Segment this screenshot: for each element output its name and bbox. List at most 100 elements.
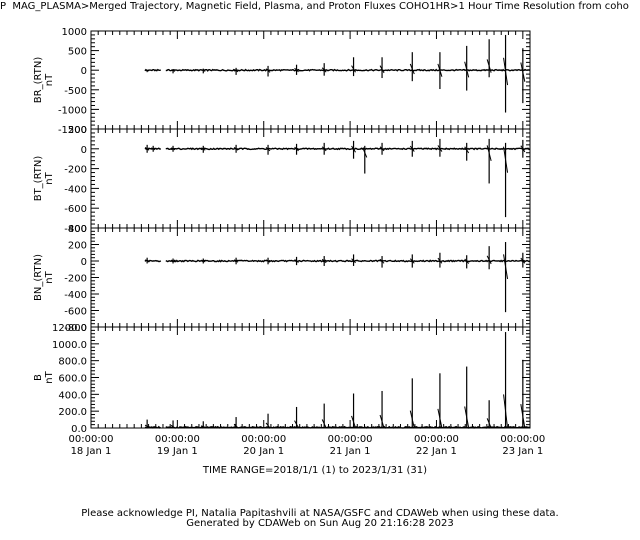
series-spike-detail: [265, 422, 271, 429]
y-axis-unit: nT: [44, 73, 55, 86]
y-tick-label: -200: [64, 165, 87, 176]
series-spike-detail: [520, 145, 526, 153]
header-title: MAG_PLASMA>Merged Trajectory, Magnetic F…: [12, 1, 629, 12]
series-spike-detail: [437, 63, 443, 77]
y-tick-label: -400: [64, 184, 87, 195]
series-spike-detail: [170, 424, 176, 429]
x-tick-date-label: 23 Jan 1: [502, 446, 543, 457]
series-spike-detail: [464, 146, 470, 154]
series-spike-detail: [503, 57, 509, 86]
series-spike-detail: [409, 410, 415, 429]
y-tick-label: 200: [68, 241, 87, 252]
y-tick-label: -200: [64, 274, 87, 285]
generated-text: Generated by CDAWeb on Sun Aug 20 21:16:…: [186, 518, 454, 529]
y-tick-label: -800: [64, 224, 87, 235]
series-spike-detail: [379, 414, 385, 429]
series-spike-detail: [409, 63, 415, 75]
y-tick-label: -400: [64, 290, 87, 301]
series-spike-detail: [437, 257, 443, 264]
y-axis-unit: nT: [44, 370, 55, 383]
y-tick-label: -1500: [58, 125, 87, 136]
y-tick-label: 600.0: [58, 374, 87, 385]
series-spike-detail: [294, 420, 299, 429]
y-tick-label: 1200.0: [52, 323, 87, 334]
series-spike-detail: [294, 67, 299, 73]
series-spike-detail: [464, 406, 470, 429]
y-axis-label: BR_(RTN): [33, 57, 44, 104]
series-spike-detail: [321, 258, 327, 264]
y-tick-label: 0: [81, 66, 87, 77]
time-range-label: TIME RANGE=2018/1/1 (1) to 2023/1/31 (31…: [202, 465, 427, 476]
y-tick-label: 1000: [62, 27, 87, 38]
series-spike-detail: [201, 69, 206, 72]
series-spike-detail: [379, 146, 385, 152]
panel-frame: [90, 30, 531, 130]
header-prefix: P: [0, 1, 7, 12]
series-spike-detail: [437, 408, 443, 429]
series-spike-detail: [233, 423, 239, 429]
series-spike-detail: [294, 146, 299, 152]
y-tick-label: -1000: [58, 105, 87, 116]
y-tick-label: 0.0: [71, 424, 87, 435]
series-spike-detail: [321, 146, 327, 152]
y-tick-label: 200: [68, 125, 87, 136]
series-spike-detail: [486, 255, 492, 265]
series-spike-detail: [379, 258, 385, 264]
x-tick-date-label: 21 Jan 1: [330, 446, 371, 457]
y-tick-label: 400: [68, 224, 87, 235]
series-spike-detail: [503, 254, 509, 279]
y-tick-label: -800: [64, 323, 87, 334]
series-spike-detail: [486, 145, 492, 162]
panel-frame: [90, 227, 531, 328]
series-spike-detail: [294, 259, 299, 263]
x-tick-date-label: 20 Jan 1: [243, 446, 284, 457]
y-tick-label: 800.0: [58, 357, 87, 368]
series-spike-detail: [233, 68, 239, 73]
series-spike-detail: [486, 59, 492, 73]
y-tick-label: 200.0: [58, 407, 87, 418]
series-spike-detail: [144, 147, 150, 151]
x-tick-time-label: 00:00:00: [500, 434, 545, 445]
y-tick-label: -600: [64, 204, 87, 215]
series-spike-detail: [464, 258, 470, 264]
y-tick-label: 0: [81, 145, 87, 156]
x-tick-date-label: 22 Jan 1: [416, 446, 457, 457]
panel-3: -800 -600 -400 -200 0 200 400 BN_(RTN) nT: [33, 224, 531, 334]
x-tick-time-label: 00:00:00: [328, 434, 373, 445]
series-spike-detail: [144, 424, 150, 429]
series-spike-detail: [409, 258, 415, 264]
y-tick-label: 400.0: [58, 390, 87, 401]
series-spike-detail: [503, 394, 509, 429]
series-spike-detail: [464, 61, 470, 78]
panel-2: -800 -600 -400 -200 0 200 BT_(RTN) nT: [33, 125, 531, 235]
y-tick-label: 0: [81, 257, 87, 268]
series-spike-detail: [503, 146, 509, 173]
series-spike-detail: [486, 418, 492, 429]
series-spike-detail: [351, 145, 356, 153]
series-spike-detail: [351, 65, 356, 73]
series-spike-detail: [170, 147, 176, 151]
y-axis-label: BT_(RTN): [33, 156, 44, 202]
series-spike-detail: [351, 415, 357, 429]
series-spike-detail: [351, 258, 356, 264]
series-spike-detail: [170, 69, 176, 72]
series-spike-detail: [170, 259, 176, 263]
series-spike-detail: [520, 404, 526, 429]
y-axis-unit: nT: [44, 270, 55, 283]
y-tick-label: 1000.0: [52, 340, 87, 351]
panel-frame: [90, 128, 531, 229]
series-spike-detail: [201, 147, 206, 151]
series-spike-detail: [233, 147, 239, 151]
y-axis-label: B: [33, 374, 44, 381]
x-tick-time-label: 00:00:00: [241, 434, 286, 445]
series-spike-detail: [144, 259, 150, 263]
series-spike-detail: [437, 145, 443, 152]
series-spike-detail: [379, 65, 385, 74]
panel-frame: [90, 326, 531, 429]
y-axis-label: BN_(RTN): [33, 254, 44, 301]
x-tick-time-label: 00:00:00: [414, 434, 459, 445]
series-spike-detail: [265, 259, 271, 263]
